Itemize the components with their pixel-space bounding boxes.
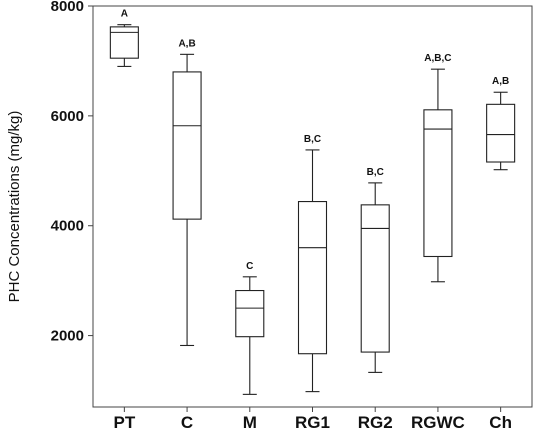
x-tick-label: RG1	[295, 413, 330, 432]
iqr-box	[486, 103, 516, 163]
box-c: A,B	[172, 38, 202, 347]
y-tick-label: 6000	[51, 108, 84, 125]
box-m: C	[235, 261, 265, 395]
y-tick-label: 2000	[51, 328, 84, 345]
y-tick-label: 4000	[51, 218, 84, 235]
x-tick-label: C	[181, 413, 193, 432]
iqr-box	[235, 289, 265, 338]
x-tick-label: Ch	[489, 413, 512, 432]
significance-label: A	[121, 9, 128, 20]
box-pt: A	[109, 9, 139, 67]
significance-label: C	[246, 261, 253, 272]
significance-label: A,B	[178, 38, 195, 49]
significance-label: A,B	[492, 76, 509, 87]
box-rg1: B,C	[297, 134, 328, 393]
iqr-box	[423, 109, 453, 258]
box-rg2: B,C	[360, 167, 390, 373]
iqr-box	[297, 201, 328, 355]
iqr-box	[360, 204, 390, 353]
iqr-box	[109, 26, 139, 59]
y-axis-label: PHC Concentrations (mg/kg)	[6, 111, 23, 303]
iqr-box	[172, 71, 202, 220]
x-axis: PT C M RG1 RG2 RGWC Ch	[113, 407, 512, 432]
significance-label: A,B,C	[424, 53, 451, 64]
y-axis: 2000 4000 6000 8000	[51, 0, 93, 345]
significance-label: B,C	[367, 167, 384, 178]
significance-label: B,C	[304, 134, 321, 145]
x-tick-label: RGWC	[411, 413, 465, 432]
box-ch: A,B	[486, 76, 516, 171]
x-tick-label: M	[243, 413, 257, 432]
box-rgwc: A,B,C	[423, 53, 453, 283]
y-tick-label: 8000	[51, 0, 84, 15]
x-tick-label: RG2	[358, 413, 393, 432]
x-tick-label: PT	[113, 413, 135, 432]
boxes-group: A A,B C B,C B,C A,B,C A,B	[109, 9, 516, 395]
